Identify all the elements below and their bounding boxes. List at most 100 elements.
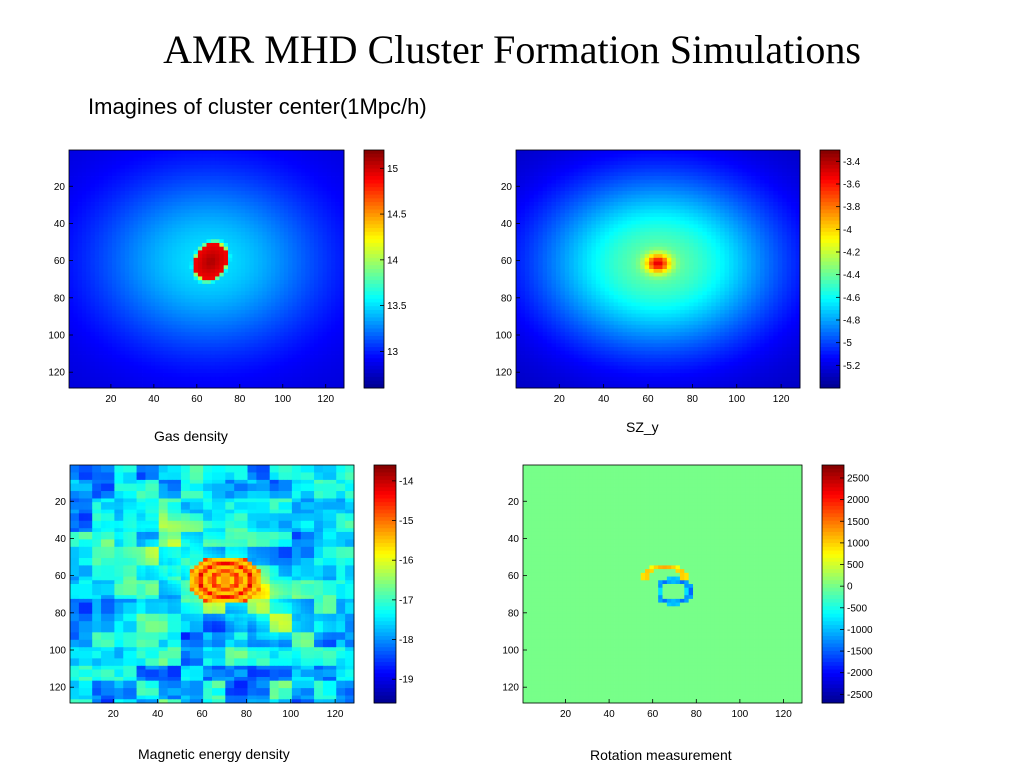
heatmap-cell — [90, 380, 96, 385]
heatmap-cell — [258, 272, 263, 277]
heatmap-cell — [232, 332, 237, 337]
heatmap-cell — [301, 280, 306, 285]
heatmap-cell — [236, 302, 242, 307]
heatmap-cell — [322, 213, 328, 218]
heatmap-cell — [111, 302, 117, 307]
heatmap-cell — [99, 265, 104, 270]
heatmap-cell — [172, 376, 177, 381]
heatmap-cell — [77, 309, 83, 315]
heatmap-cell — [180, 276, 186, 281]
heatmap-cell — [266, 228, 272, 233]
heatmap-cell — [693, 157, 699, 162]
heatmap-cell — [120, 157, 126, 162]
heatmap-cell — [309, 228, 315, 233]
heatmap-cell — [245, 224, 250, 229]
heatmap-cell — [176, 343, 182, 348]
heatmap-cell — [81, 187, 87, 192]
heatmap-cell — [154, 150, 160, 155]
heatmap-cell — [154, 291, 160, 296]
heatmap-cell — [159, 194, 164, 199]
heatmap-cell — [77, 335, 83, 341]
heatmap-cell — [288, 361, 293, 367]
heatmap-cell — [150, 343, 156, 348]
heatmap-cell — [185, 194, 190, 199]
heatmap-cell — [81, 365, 87, 370]
heatmap-cell — [649, 161, 654, 166]
heatmap-cell — [176, 339, 182, 344]
heatmap-cell — [666, 150, 672, 155]
heatmap-cell — [578, 157, 583, 162]
heatmap-cell — [137, 157, 143, 162]
heatmap-cell — [219, 332, 225, 337]
heatmap-cell — [163, 224, 169, 229]
heatmap-cell — [69, 250, 74, 255]
heatmap-cell — [163, 291, 169, 296]
heatmap-cell — [675, 150, 681, 155]
heatmap-cell — [279, 373, 285, 378]
heatmap-cell — [305, 350, 311, 355]
heatmap-cell — [99, 194, 104, 199]
heatmap-cell — [335, 276, 341, 281]
heatmap-cell — [180, 228, 186, 233]
heatmap-cell — [318, 198, 323, 203]
heatmap-cell — [142, 157, 147, 162]
heatmap-cell — [309, 231, 315, 236]
heatmap-cell — [185, 380, 190, 385]
heatmap-cell — [206, 373, 212, 378]
heatmap-cell — [331, 291, 336, 296]
heatmap-cell — [283, 231, 289, 236]
heatmap-cell — [275, 239, 280, 244]
heatmap-cell — [146, 365, 152, 370]
heatmap-cell — [555, 183, 561, 188]
heatmap-cell — [202, 198, 207, 203]
heatmap-cell — [154, 295, 160, 300]
heatmap-cell — [133, 220, 139, 225]
heatmap-cell — [245, 317, 250, 322]
heatmap-cell — [176, 332, 182, 337]
heatmap-cell — [77, 298, 83, 303]
heatmap-cell — [313, 380, 319, 385]
heatmap-cell — [335, 354, 341, 359]
heatmap-cell — [751, 153, 757, 158]
heatmap-cell — [154, 168, 160, 173]
heatmap-cell — [111, 328, 117, 333]
heatmap-cell — [154, 213, 160, 218]
heatmap-cell — [318, 213, 323, 218]
heatmap-cell — [124, 365, 130, 370]
heatmap-cell — [309, 150, 315, 155]
heatmap-cell — [573, 187, 579, 192]
heatmap-cell — [301, 380, 306, 385]
heatmap-cell — [124, 287, 130, 292]
heatmap-cell — [270, 354, 276, 359]
heatmap-cell — [133, 291, 139, 296]
heatmap-cell — [240, 198, 246, 203]
heatmap-cell — [77, 339, 83, 344]
heatmap-cell — [159, 328, 164, 333]
heatmap-cell — [86, 376, 91, 381]
heatmap-cell — [146, 205, 152, 210]
heatmap-cell — [542, 187, 548, 192]
heatmap-cell — [339, 361, 345, 367]
heatmap-cell — [331, 194, 336, 199]
heatmap-cell — [159, 157, 164, 162]
heatmap-cell — [249, 302, 255, 307]
heatmap-cell — [99, 224, 104, 229]
colorbar-frame — [363, 149, 385, 389]
heatmap-cell — [305, 216, 311, 222]
heatmap-cell — [111, 335, 117, 341]
heatmap-cell — [206, 187, 212, 192]
heatmap-cell — [275, 216, 280, 222]
heatmap-cell — [249, 339, 255, 344]
heatmap-cell — [210, 161, 216, 166]
heatmap-cell — [86, 190, 91, 196]
heatmap-cell — [702, 164, 708, 169]
heatmap-cell — [236, 209, 242, 214]
heatmap-cell — [202, 283, 207, 288]
heatmap-cell — [219, 313, 225, 318]
heatmap-cell — [331, 257, 336, 262]
heatmap-cell — [671, 187, 677, 192]
gas-density-caption: Gas density — [154, 428, 228, 444]
heatmap-cell — [236, 224, 242, 229]
heatmap-cell — [150, 298, 156, 303]
heatmap-cell — [219, 291, 225, 296]
